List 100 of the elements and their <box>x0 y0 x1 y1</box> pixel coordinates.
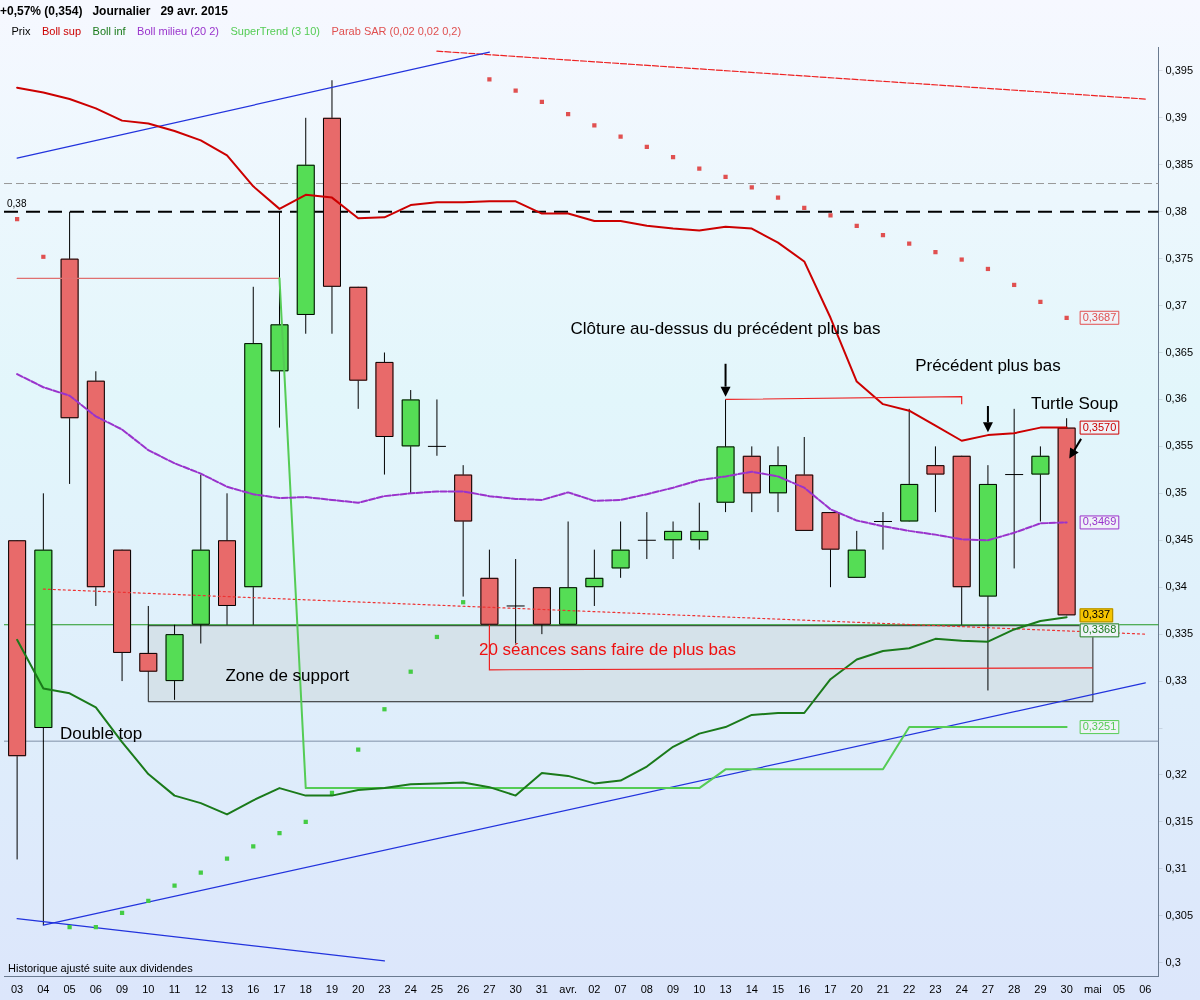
x-tick-label: 12 <box>194 983 207 996</box>
point <box>487 77 492 82</box>
x-tick-label: 13 <box>220 983 234 996</box>
x-tick-label: 09 <box>115 983 129 996</box>
point <box>933 249 938 255</box>
text: Prix <box>11 24 31 37</box>
x-tick-label: 14 <box>745 983 758 996</box>
candlestick <box>1031 445 1050 522</box>
x-tick-label: 07 <box>614 983 627 996</box>
y-tick-label: 0,31 <box>1165 861 1187 874</box>
y-tick-label: 0,375 <box>1165 251 1193 264</box>
text: SuperTrend (3 10) <box>230 24 320 37</box>
x-tick-label: 06 <box>1139 983 1152 996</box>
x-tick-label: 20 <box>352 983 365 996</box>
x-tick-label: 11 <box>168 983 181 996</box>
x-tick-label: 15 <box>771 983 785 996</box>
y-tick-label: 0,385 <box>1165 157 1193 170</box>
point <box>277 831 282 836</box>
candlestick <box>427 398 447 457</box>
point <box>775 195 781 200</box>
point <box>907 241 912 246</box>
x-tick-label: 10 <box>142 983 155 996</box>
x-tick-label: 29 <box>1034 983 1047 996</box>
candlestick <box>664 520 683 560</box>
x-tick-label: 09 <box>666 983 680 996</box>
point <box>513 88 518 93</box>
candlestick <box>506 558 526 645</box>
y-tick-label: 0,36 <box>1165 392 1187 405</box>
x-tick-label: 08 <box>640 983 653 996</box>
y-tick-label: 0,33 <box>1165 674 1187 687</box>
point <box>198 870 203 875</box>
y-tick-label: 0,395 <box>1165 63 1193 76</box>
x-tick-label: 23 <box>378 983 391 996</box>
candlestick <box>139 605 158 673</box>
x-tick-label: 03 <box>10 983 24 996</box>
point <box>723 174 728 180</box>
x-tick-label: 20 <box>850 983 863 996</box>
annotation: Historique ajusté suite aux dividendes <box>8 961 194 974</box>
y-tick-label: 0,37 <box>1165 298 1187 311</box>
candlestick <box>611 520 630 579</box>
x-tick-label: 13 <box>719 983 732 996</box>
annotation: Précédent plus bas <box>915 356 1061 376</box>
x-tick-label: 18 <box>299 983 312 996</box>
x-tick-label: 23 <box>929 983 942 996</box>
point <box>828 213 833 218</box>
point <box>67 924 72 930</box>
candlestick <box>585 549 604 607</box>
x-tick-label: 05 <box>63 983 76 996</box>
annotation: Double top <box>59 724 143 744</box>
y-tick-label: 0,34 <box>1165 580 1187 593</box>
y-tick-label: 0,355 <box>1165 439 1193 452</box>
y-tick-label: 0,3 <box>1165 955 1181 968</box>
x-tick-label: 26 <box>457 983 470 996</box>
point <box>1038 299 1043 304</box>
point <box>959 257 964 262</box>
x-tick-label: 02 <box>588 983 601 996</box>
x-tick-label: 04 <box>37 983 50 996</box>
x-tick-label: 16 <box>247 983 260 996</box>
x-tick-label: 28 <box>1008 983 1021 996</box>
text: Boll milieu (20 2) <box>137 24 220 37</box>
candlestick <box>1004 408 1024 569</box>
y-tick-label: 0,345 <box>1165 533 1193 546</box>
x-tick-label: 17 <box>273 983 286 996</box>
point <box>382 707 387 712</box>
x-tick-label: mai <box>1084 983 1102 996</box>
candlestick <box>926 445 945 513</box>
x-tick-label: 30 <box>1060 983 1073 996</box>
y-tick-label: 0,39 <box>1165 110 1187 123</box>
x-tick-label: 10 <box>693 983 706 996</box>
candlestick <box>690 502 709 551</box>
x-tick-label: 16 <box>798 983 811 996</box>
x-tick-label: avr. <box>559 983 577 996</box>
point <box>172 883 177 888</box>
y-tick-label: 0,335 <box>1165 627 1193 640</box>
text: Parab SAR (0,02 0,02 0,2) <box>331 24 462 37</box>
x-tick-label: 05 <box>1112 983 1126 996</box>
data-label: 0,3687 <box>1082 310 1117 323</box>
point <box>224 856 230 861</box>
y-tick-label: 0,305 <box>1165 908 1193 921</box>
x-tick-label: 24 <box>955 983 968 996</box>
data-label: 0,3469 <box>1082 515 1117 528</box>
candlestick <box>873 511 893 551</box>
x-tick-label: 31 <box>535 983 548 996</box>
y-tick-label: 0,38 <box>1165 204 1187 217</box>
y-tick-label: 0,365 <box>1165 345 1193 358</box>
text: Boll sup <box>41 24 82 37</box>
text: Boll inf <box>92 24 127 37</box>
x-tick-label: 30 <box>509 983 522 996</box>
candlestick <box>637 511 657 560</box>
x-tick-label: 06 <box>89 983 102 996</box>
text: 0,337 <box>1082 608 1111 621</box>
x-tick-label: 19 <box>325 983 339 996</box>
data-label: 0,3251 <box>1082 720 1117 733</box>
point <box>618 134 623 139</box>
data-label: 0,3570 <box>1082 420 1117 433</box>
y-tick-label: 0,32 <box>1165 767 1187 780</box>
data-label: 0,3368 <box>1082 623 1117 636</box>
point <box>697 166 702 171</box>
x-tick-label: 21 <box>876 983 890 996</box>
x-tick-label: 27 <box>981 983 995 996</box>
